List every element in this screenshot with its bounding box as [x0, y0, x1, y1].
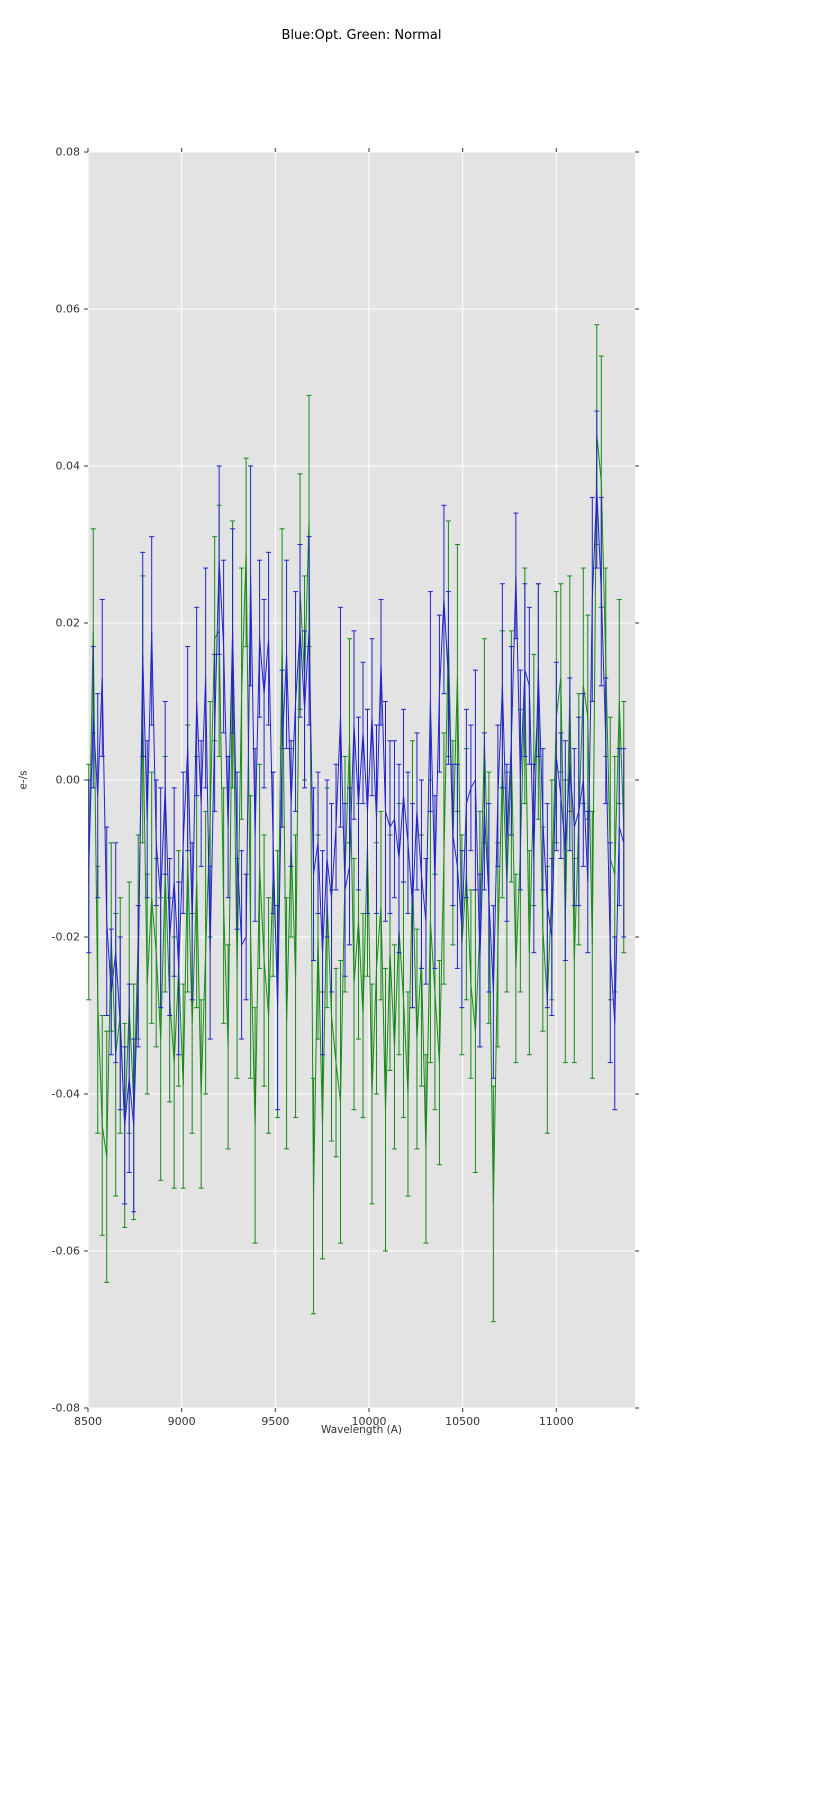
y-axis-label: e-/s [17, 770, 30, 790]
x-tick-label: 10000 [351, 1415, 386, 1428]
y-tick-label: -0.08 [52, 1402, 80, 1415]
y-tick-label: 0.06 [56, 303, 81, 316]
y-tick-label: -0.04 [52, 1088, 80, 1101]
y-tick-label: 0.00 [56, 774, 81, 787]
y-tick-label: -0.02 [52, 931, 80, 944]
y-tick-label: 0.08 [56, 146, 81, 159]
y-tick-label: 0.02 [56, 617, 81, 630]
x-tick-label: 9500 [261, 1415, 289, 1428]
series-normal-line [88, 434, 625, 1204]
x-tick-label: 10500 [445, 1415, 480, 1428]
tick-marks [84, 148, 639, 1412]
x-tick-label: 9000 [168, 1415, 196, 1428]
y-tick-label: -0.06 [52, 1245, 80, 1258]
x-axis-label: Wavelength (A) [320, 1424, 402, 1436]
tick-labels: 8500 9000 9500 10000 10500 11000 -0.08 -0.06 -0.… [52, 146, 574, 1429]
y-tick-label: 0.04 [56, 460, 81, 473]
series-opt-line [88, 489, 625, 1126]
x-tick-label: 8500 [74, 1415, 102, 1428]
chart-title: Blue:Opt. Green: Normal [281, 28, 442, 43]
series-opt [86, 410, 627, 1213]
x-tick-label: 11000 [539, 1415, 574, 1428]
